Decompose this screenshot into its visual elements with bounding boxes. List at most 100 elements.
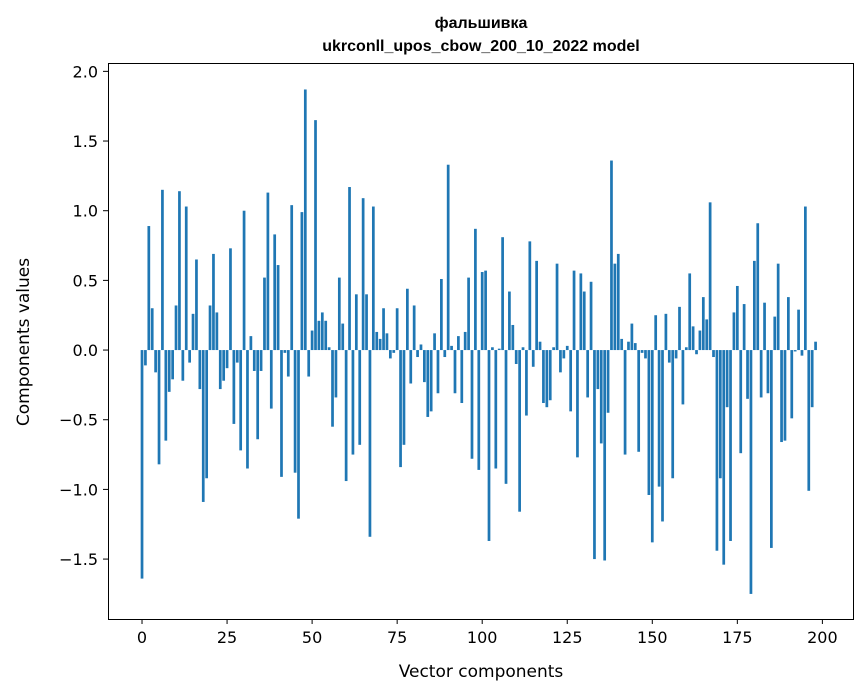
bar bbox=[650, 350, 654, 543]
bar bbox=[300, 212, 304, 351]
x-tick-label: 200 bbox=[807, 628, 838, 647]
y-tick-label: 0.0 bbox=[73, 341, 98, 360]
bar bbox=[528, 241, 532, 351]
bar bbox=[201, 350, 205, 502]
ticks-group: 0 25 50 75 100 125 150 175 200 −1.5 −1.0 −0.5 0.0 0.5… bbox=[59, 62, 838, 647]
bar bbox=[416, 350, 419, 358]
bar bbox=[205, 350, 209, 479]
bar bbox=[582, 291, 586, 351]
bar bbox=[596, 350, 600, 390]
bar bbox=[752, 260, 756, 351]
bars-group bbox=[140, 89, 817, 594]
bar bbox=[385, 333, 389, 351]
bar bbox=[457, 336, 460, 351]
bar bbox=[616, 253, 620, 351]
bar bbox=[735, 285, 739, 351]
bar bbox=[358, 350, 362, 445]
bar bbox=[310, 330, 314, 351]
x-tick-label: 50 bbox=[302, 628, 322, 647]
bar bbox=[324, 320, 328, 351]
bar bbox=[800, 350, 804, 356]
bar bbox=[569, 350, 573, 412]
x-axis-label: Vector components bbox=[399, 662, 564, 682]
bar bbox=[576, 350, 579, 458]
y-tick-label: 0.5 bbox=[73, 271, 98, 290]
bar bbox=[215, 312, 219, 351]
bar bbox=[477, 350, 481, 470]
bar bbox=[198, 350, 202, 390]
bar bbox=[552, 347, 555, 351]
bar bbox=[746, 350, 749, 399]
bar bbox=[620, 338, 624, 351]
bar bbox=[776, 263, 780, 351]
bar bbox=[637, 350, 641, 452]
bar bbox=[344, 350, 348, 482]
bar bbox=[436, 350, 440, 394]
bar bbox=[511, 324, 515, 351]
bar bbox=[688, 273, 692, 351]
bar bbox=[504, 350, 508, 484]
bar bbox=[337, 277, 341, 351]
bar bbox=[640, 350, 644, 353]
bar bbox=[140, 350, 144, 579]
bar bbox=[722, 350, 726, 565]
bar bbox=[565, 345, 569, 351]
bar bbox=[154, 350, 157, 373]
chart-title-line1: фальшивка bbox=[435, 15, 528, 32]
bar bbox=[402, 350, 406, 445]
bar bbox=[538, 341, 542, 351]
bar bbox=[246, 350, 249, 469]
bar bbox=[487, 350, 491, 541]
bar bbox=[531, 350, 535, 367]
bar bbox=[623, 350, 627, 455]
bar bbox=[147, 226, 151, 351]
bar bbox=[229, 248, 232, 351]
bar bbox=[729, 350, 732, 541]
bar bbox=[297, 350, 300, 519]
bar bbox=[167, 350, 171, 392]
bar bbox=[293, 350, 297, 473]
bar bbox=[535, 260, 538, 351]
bar bbox=[518, 350, 521, 512]
bar bbox=[661, 350, 664, 522]
bar bbox=[368, 350, 372, 537]
bar bbox=[521, 347, 525, 351]
bar bbox=[559, 350, 562, 373]
bar bbox=[497, 348, 501, 351]
bar bbox=[548, 350, 552, 401]
bar bbox=[681, 350, 685, 405]
bar bbox=[450, 345, 453, 351]
bar bbox=[684, 347, 688, 351]
bar bbox=[627, 341, 630, 351]
bar bbox=[715, 350, 719, 551]
bar bbox=[804, 206, 807, 351]
bar bbox=[232, 350, 236, 424]
bar bbox=[470, 350, 474, 459]
bar bbox=[239, 350, 243, 451]
bar bbox=[423, 350, 426, 383]
bar bbox=[174, 305, 178, 351]
bar bbox=[440, 278, 443, 351]
x-tick-label: 150 bbox=[637, 628, 668, 647]
bar bbox=[218, 350, 222, 390]
bar bbox=[545, 350, 549, 408]
bar bbox=[266, 192, 270, 351]
bar bbox=[708, 202, 712, 351]
bar bbox=[814, 341, 817, 351]
bar bbox=[542, 350, 545, 404]
bar bbox=[249, 336, 253, 351]
bar bbox=[286, 350, 290, 377]
bar bbox=[491, 347, 494, 351]
bar bbox=[797, 309, 800, 351]
bar bbox=[178, 191, 181, 351]
bar bbox=[725, 350, 729, 408]
y-tick-label: 1.5 bbox=[73, 132, 98, 151]
bar bbox=[334, 350, 338, 398]
bar bbox=[256, 350, 260, 440]
bar bbox=[443, 350, 447, 358]
bar bbox=[181, 350, 185, 381]
bar bbox=[222, 350, 226, 381]
bar bbox=[144, 350, 147, 366]
bar bbox=[382, 308, 385, 351]
bar bbox=[412, 305, 416, 351]
